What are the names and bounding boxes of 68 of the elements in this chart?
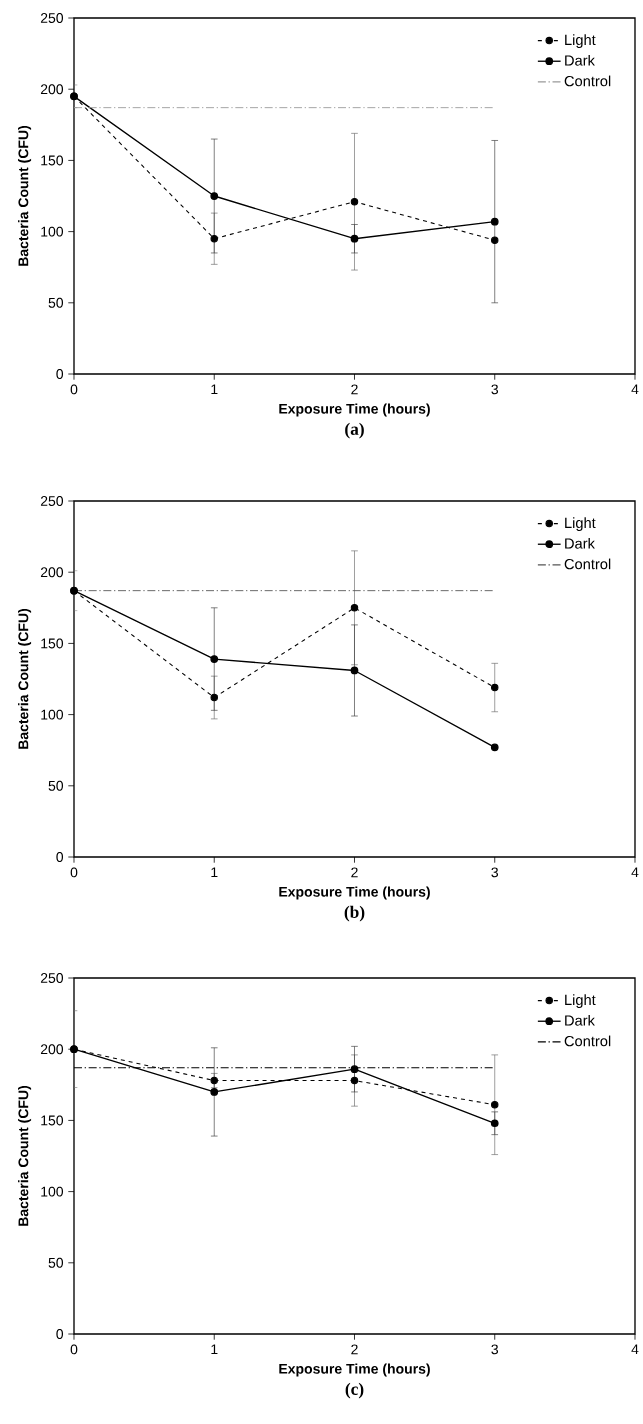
y-tick-label: 0 bbox=[56, 1329, 63, 1339]
y-tick-label: 100 bbox=[41, 709, 63, 720]
legend-label: Control bbox=[564, 1035, 611, 1047]
legend-label: Control bbox=[564, 75, 611, 87]
y-tick-label: 200 bbox=[40, 567, 63, 578]
y-tick-label: 50 bbox=[48, 1257, 63, 1268]
point bbox=[350, 234, 359, 243]
x-tick-label: 2 bbox=[351, 1344, 358, 1355]
legend-label: Light bbox=[565, 517, 596, 531]
x-tick-label: 4 bbox=[631, 1344, 639, 1355]
x-axis-title: Exposure Time (hours) bbox=[279, 403, 430, 417]
y-tick-label: 50 bbox=[48, 297, 63, 308]
x-tick-label: 2 bbox=[351, 384, 358, 395]
y-tick-label: 200 bbox=[40, 1044, 63, 1055]
x-tick-label: 0 bbox=[70, 867, 78, 878]
text: (a) bbox=[345, 422, 364, 439]
x-tick-label: 3 bbox=[491, 1344, 498, 1355]
text: (c) bbox=[345, 1382, 364, 1399]
legend-label: Dark bbox=[565, 537, 595, 549]
x-tick-label: 1 bbox=[211, 867, 218, 878]
x-tick-label: 1 bbox=[211, 384, 218, 395]
point bbox=[350, 197, 359, 206]
x-axis-title: Exposure Time (hours) bbox=[279, 1363, 430, 1377]
legend-label: Control bbox=[564, 558, 611, 570]
x-tick-label: 3 bbox=[491, 384, 498, 395]
x-tick-label: 3 bbox=[491, 867, 498, 878]
y-tick-label: 100 bbox=[41, 1186, 63, 1197]
legend-label: Dark bbox=[565, 54, 595, 66]
y-tick-label: 150 bbox=[41, 1115, 63, 1126]
x-tick-label: 0 bbox=[70, 384, 78, 395]
y-axis-title: Bacteria Count (CFU) bbox=[17, 125, 31, 266]
legend-label: Light bbox=[565, 994, 596, 1008]
point bbox=[490, 683, 499, 692]
point bbox=[350, 604, 359, 612]
point bbox=[210, 693, 218, 702]
point bbox=[490, 217, 499, 226]
y-tick-label: 150 bbox=[41, 638, 63, 649]
y-axis-title: Bacteria Count (CFU) bbox=[17, 1085, 31, 1226]
y-tick-label: 0 bbox=[56, 852, 63, 862]
y-tick-label: 0 bbox=[56, 369, 63, 379]
text: (b) bbox=[344, 905, 365, 922]
point bbox=[210, 655, 218, 663]
point bbox=[490, 743, 499, 752]
x-axis-title: Exposure Time (hours) bbox=[279, 886, 430, 900]
y-tick-label: 50 bbox=[48, 780, 63, 791]
x-tick-label: 0 bbox=[70, 1344, 78, 1355]
point bbox=[210, 192, 218, 200]
y-tick-label: 250 bbox=[40, 13, 63, 23]
y-tick-label: 150 bbox=[41, 155, 63, 166]
legend-label: Light bbox=[565, 34, 596, 48]
point bbox=[490, 1119, 499, 1128]
y-tick-label: 250 bbox=[40, 973, 63, 983]
point bbox=[350, 1065, 359, 1074]
point bbox=[490, 236, 499, 244]
point bbox=[350, 666, 359, 675]
point bbox=[350, 1076, 359, 1085]
x-tick-label: 4 bbox=[631, 384, 639, 395]
x-tick-label: 4 bbox=[631, 867, 639, 878]
x-tick-label: 1 bbox=[211, 1344, 218, 1355]
legend-label: Dark bbox=[565, 1014, 595, 1026]
y-axis-title: Bacteria Count (CFU) bbox=[17, 608, 31, 749]
point bbox=[490, 1101, 499, 1109]
point bbox=[210, 1088, 218, 1096]
x-tick-label: 2 bbox=[351, 867, 358, 878]
point bbox=[210, 234, 218, 243]
y-tick-label: 200 bbox=[40, 84, 63, 95]
y-tick-label: 250 bbox=[40, 496, 63, 506]
y-tick-label: 100 bbox=[41, 226, 63, 237]
